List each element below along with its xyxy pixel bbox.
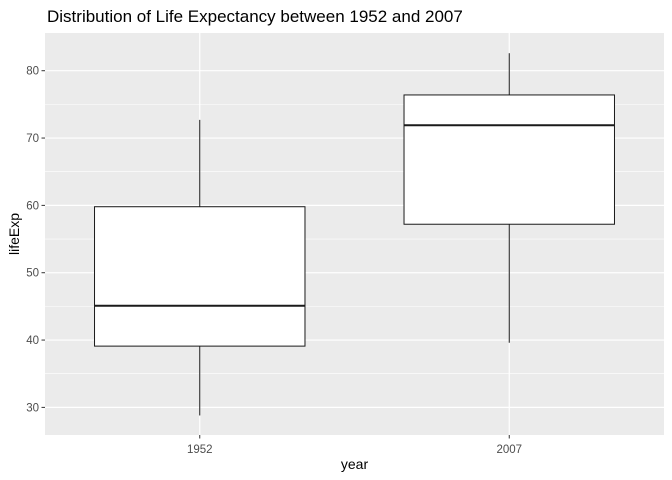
y-axis-ticks: 30 40 50 60 70 80 bbox=[26, 66, 45, 414]
box-2007 bbox=[403, 53, 615, 343]
y-tick-label: 30 bbox=[26, 402, 39, 414]
box-1952 bbox=[94, 119, 306, 416]
x-axis-title: year bbox=[341, 456, 369, 472]
y-tick-label: 50 bbox=[26, 268, 39, 280]
y-tick-label: 80 bbox=[26, 66, 39, 78]
box-iqr bbox=[403, 94, 615, 225]
x-tick-label: 1952 bbox=[187, 444, 213, 456]
box-iqr bbox=[94, 206, 306, 347]
y-tick-label: 40 bbox=[26, 335, 39, 347]
x-axis-ticks: 1952 2007 bbox=[187, 435, 522, 456]
boxes bbox=[94, 53, 615, 416]
chart-title: Distribution of Life Expectancy between … bbox=[47, 7, 463, 26]
y-axis-title: lifeExp bbox=[6, 213, 22, 255]
y-tick-label: 60 bbox=[26, 200, 39, 212]
y-tick-label: 70 bbox=[26, 133, 39, 145]
x-tick-label: 2007 bbox=[496, 444, 522, 456]
